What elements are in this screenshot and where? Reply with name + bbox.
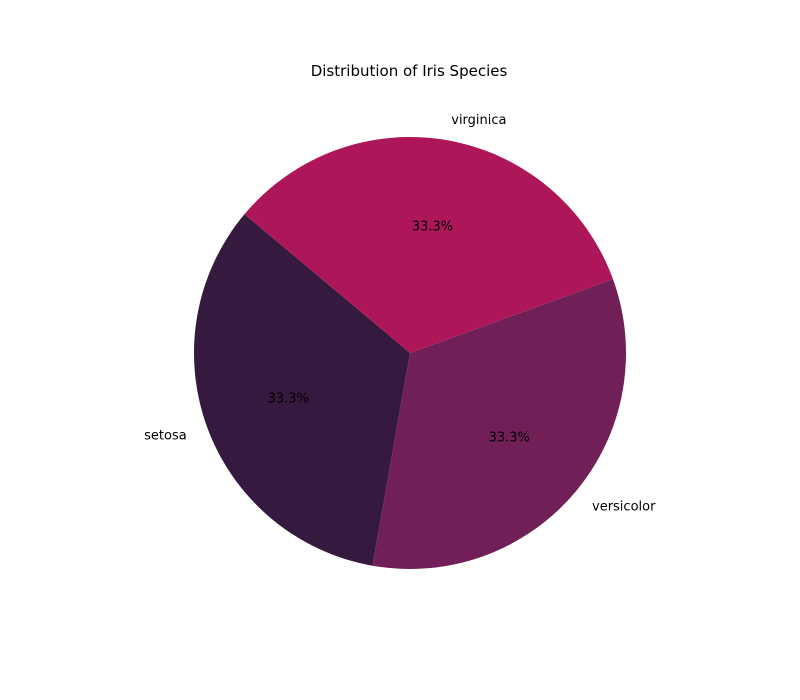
slice-label-virginica: virginica xyxy=(451,113,506,128)
pie-labels: setosa 33.3% versicolor 33.3% virginica 33.3% xyxy=(144,113,656,515)
slice-label-versicolor: versicolor xyxy=(592,500,656,515)
percent-label-virginica: 33.3% xyxy=(412,219,453,234)
pie-slices xyxy=(193,136,626,570)
percent-label-setosa: 33.3% xyxy=(268,391,309,406)
slice-label-setosa: setosa xyxy=(144,428,187,443)
chart-title: Distribution of Iris Species xyxy=(311,62,508,80)
pie-slice-versicolor xyxy=(372,279,626,570)
pie-slice-virginica xyxy=(244,136,613,353)
percent-label-versicolor: 33.3% xyxy=(489,430,530,445)
pie-slice-setosa xyxy=(193,214,410,566)
